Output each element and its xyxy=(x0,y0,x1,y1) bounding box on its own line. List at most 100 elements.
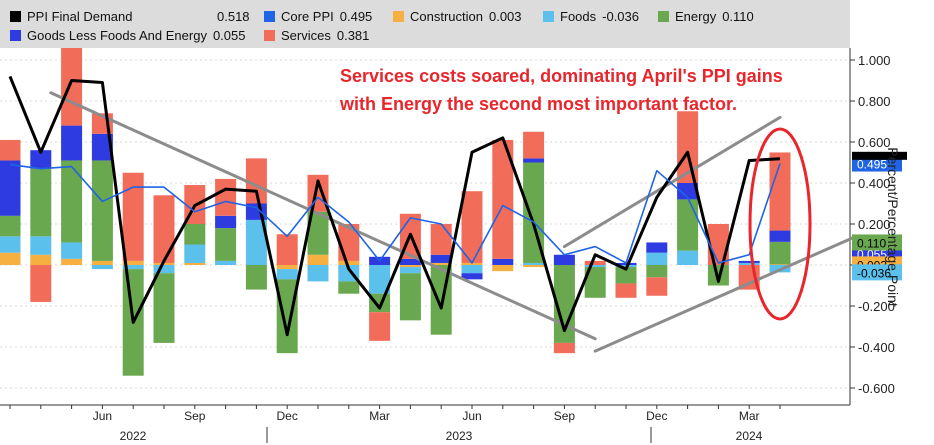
x-year-label: 2023 xyxy=(446,429,473,443)
bar-services xyxy=(0,139,21,161)
value-tag xyxy=(852,264,902,281)
x-month-label: Mar xyxy=(369,409,390,423)
bar-services xyxy=(646,277,668,296)
bar-services xyxy=(461,191,483,263)
bar-construction xyxy=(338,260,360,265)
bar-goods-less-foods-and-energy xyxy=(523,158,545,163)
bar-services xyxy=(215,178,237,216)
y-tick-label: -0.400 xyxy=(858,340,895,355)
bar-construction xyxy=(184,262,206,265)
legend-item-core: Core PPI 0.495 xyxy=(264,9,372,25)
legend-swatch xyxy=(10,11,21,22)
bar-construction xyxy=(91,260,113,265)
bar-foods xyxy=(91,265,113,270)
bar-construction xyxy=(461,262,483,265)
y-tick-label: -0.200 xyxy=(858,299,895,314)
bar-foods xyxy=(399,267,421,274)
bar-construction xyxy=(492,265,514,272)
bar-foods xyxy=(153,265,175,274)
bar-energy xyxy=(399,273,421,321)
bar-services xyxy=(553,342,575,354)
bar-services xyxy=(677,111,699,183)
y-tick-label: 1.000 xyxy=(858,53,891,68)
trend-line xyxy=(49,91,597,341)
y-tick-label: 0.800 xyxy=(858,94,891,109)
bar-services xyxy=(122,172,144,261)
annotation-line-1: Services costs soared, dominating April'… xyxy=(340,66,783,86)
bar-goods-less-foods-and-energy xyxy=(0,160,21,216)
bar-goods-less-foods-and-energy xyxy=(615,262,637,265)
value-tag-label: 0.110 xyxy=(857,236,886,250)
x-year-label: 2024 xyxy=(736,429,763,443)
bar-foods xyxy=(307,265,329,282)
line-ppi-final-demand xyxy=(8,75,781,337)
x-month-label: Dec xyxy=(646,409,667,423)
legend-item-foods: Foods -0.036 xyxy=(543,9,639,25)
bar-goods-less-foods-and-energy xyxy=(677,183,699,200)
x-month-label: Sep xyxy=(554,409,576,423)
legend-item-ppi: PPI Final Demand xyxy=(10,9,133,25)
x-month-label: Jun xyxy=(93,409,112,423)
bar-foods xyxy=(646,252,668,265)
bar-energy xyxy=(769,241,791,265)
bar-services xyxy=(430,224,452,255)
bar-energy xyxy=(30,168,52,237)
bar-goods-less-foods-and-energy xyxy=(399,258,421,265)
bar-services xyxy=(492,139,514,259)
legend-label: PPI Final Demand xyxy=(27,9,133,24)
bar-goods-less-foods-and-energy xyxy=(215,215,237,229)
bar-foods xyxy=(122,265,144,270)
bar-services xyxy=(769,152,791,231)
bar-goods-less-foods-and-energy xyxy=(646,242,668,253)
bar-construction xyxy=(276,265,298,270)
bar-energy xyxy=(646,265,668,278)
bar-foods xyxy=(523,262,545,265)
bar-construction xyxy=(430,262,452,265)
x-month-label: Mar xyxy=(739,409,760,423)
bar-goods-less-foods-and-energy xyxy=(492,258,514,265)
bar-foods xyxy=(677,250,699,265)
bar-energy xyxy=(0,215,21,237)
value-tag-label: 0.495 xyxy=(857,158,887,172)
bar-goods-less-foods-and-energy xyxy=(430,254,452,263)
y-tick-label: 0.200 xyxy=(858,217,891,232)
y-tick-label: -0.600 xyxy=(858,381,895,396)
legend-item-construction: Construction 0.003 xyxy=(393,9,522,25)
bar-foods xyxy=(461,265,483,274)
bar-energy xyxy=(153,273,175,343)
bar-foods xyxy=(584,265,606,268)
bar-construction xyxy=(399,265,421,268)
bar-foods xyxy=(369,265,391,294)
bar-construction xyxy=(523,265,545,268)
y-axis-label: Percent/Percentage Point xyxy=(885,147,901,307)
bar-energy xyxy=(184,224,206,245)
bar-services xyxy=(584,260,606,265)
bar-energy xyxy=(215,228,237,261)
bar-construction xyxy=(769,264,791,265)
bar-energy xyxy=(307,211,329,255)
bar-foods xyxy=(245,219,267,265)
trend-line xyxy=(562,115,782,249)
bar-foods xyxy=(0,236,21,253)
bar-energy xyxy=(61,160,83,243)
bar-energy xyxy=(677,199,699,251)
y-tick-label: 0.600 xyxy=(858,135,891,150)
bar-energy xyxy=(584,267,606,298)
bar-services xyxy=(615,283,637,298)
legend-item-energy: Energy 0.110 xyxy=(658,9,754,25)
bar-foods xyxy=(61,242,83,259)
bar-construction xyxy=(61,258,83,265)
bar-energy xyxy=(91,160,113,261)
legend: PPI Final Demand 0.518 Core PPI 0.495 Con… xyxy=(0,0,850,48)
bar-goods-less-foods-and-energy xyxy=(61,125,83,161)
bar-goods-less-foods-and-energy xyxy=(769,230,791,242)
bar-services xyxy=(276,234,298,265)
bar-services xyxy=(523,131,545,159)
bar-energy xyxy=(276,279,298,354)
bar-services xyxy=(153,195,175,263)
bar-construction xyxy=(0,252,21,265)
bar-goods-less-foods-and-energy xyxy=(30,150,52,169)
bar-foods xyxy=(738,262,760,265)
x-month-label: Sep xyxy=(184,409,206,423)
